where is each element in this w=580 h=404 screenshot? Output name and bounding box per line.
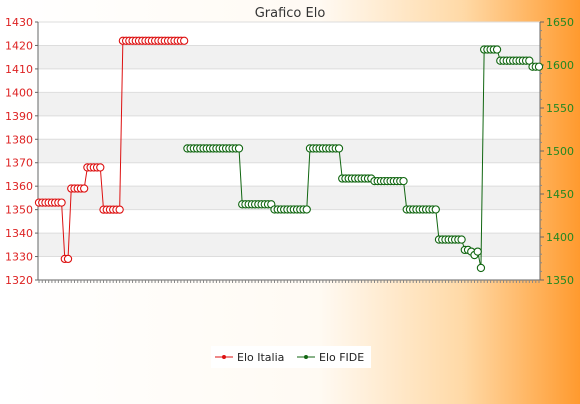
y-left-tick-label: 1350: [5, 204, 33, 217]
grid-band: [38, 45, 540, 69]
data-point[interactable]: [457, 235, 466, 244]
data-point[interactable]: [115, 205, 124, 214]
y-left-tick-label: 1400: [5, 86, 33, 99]
y-axis-right: 1350 1400 1450 1500 1550 1600 1650: [539, 16, 574, 287]
data-point[interactable]: [492, 45, 502, 54]
data-point[interactable]: [234, 144, 244, 153]
data-point[interactable]: [334, 144, 344, 153]
data-point[interactable]: [431, 205, 440, 214]
legend-item-elo-fide[interactable]: Elo FIDE: [297, 351, 364, 364]
y-left-tick-label: 1330: [5, 251, 33, 264]
grid-band: [38, 92, 540, 116]
grid-band: [38, 233, 540, 257]
series-layer: [34, 36, 544, 273]
grid-lines: [38, 21, 540, 281]
y-right-tick-label: 1350: [546, 274, 574, 287]
y-left-tick-label: 1410: [5, 63, 33, 76]
y-left-tick-label: 1360: [5, 180, 33, 193]
x-axis: [38, 279, 540, 283]
y-left-tick-label: 1370: [5, 157, 33, 170]
data-point[interactable]: [57, 198, 66, 207]
data-point[interactable]: [96, 163, 105, 172]
legend-box: [211, 346, 371, 368]
data-point[interactable]: [473, 247, 482, 256]
plot-area: [38, 22, 540, 280]
data-point[interactable]: [180, 36, 189, 45]
y-right-tick-label: 1450: [546, 188, 574, 201]
legend-item-elo-italia[interactable]: Elo Italia: [215, 351, 284, 364]
legend: Elo Italia Elo FIDE: [211, 346, 371, 368]
grid-band: [38, 186, 540, 210]
grid-band: [38, 139, 540, 163]
series-elo-italia: [34, 36, 189, 264]
y-right-tick-label: 1550: [546, 102, 574, 115]
legend-label: Elo FIDE: [319, 351, 364, 364]
data-point[interactable]: [399, 176, 408, 186]
series-elo-fide: [183, 45, 544, 273]
chart-title: Grafico Elo: [255, 6, 326, 21]
data-point[interactable]: [80, 184, 89, 193]
y-left-tick-label: 1340: [5, 227, 33, 240]
y-left-tick-label: 1420: [5, 39, 33, 52]
legend-swatch-marker: [304, 355, 308, 359]
data-point[interactable]: [302, 205, 311, 214]
data-point[interactable]: [476, 263, 486, 273]
y-right-tick-label: 1650: [546, 16, 574, 29]
y-left-tick-label: 1320: [5, 274, 33, 287]
y-axis-left: 1320 1330 1340 1350 1360 1370 1380 1390 1400 1410…: [5, 16, 39, 287]
y-left-tick-label: 1390: [5, 110, 33, 123]
data-point[interactable]: [534, 62, 544, 71]
legend-label: Elo Italia: [237, 351, 284, 364]
y-left-tick-label: 1380: [5, 133, 33, 146]
y-right-tick-label: 1600: [546, 59, 574, 72]
y-left-tick-label: 1430: [5, 16, 33, 29]
y-right-tick-label: 1400: [546, 231, 574, 244]
legend-swatch-marker: [222, 355, 226, 359]
data-point[interactable]: [63, 254, 73, 264]
y-right-tick-label: 1500: [546, 145, 574, 158]
